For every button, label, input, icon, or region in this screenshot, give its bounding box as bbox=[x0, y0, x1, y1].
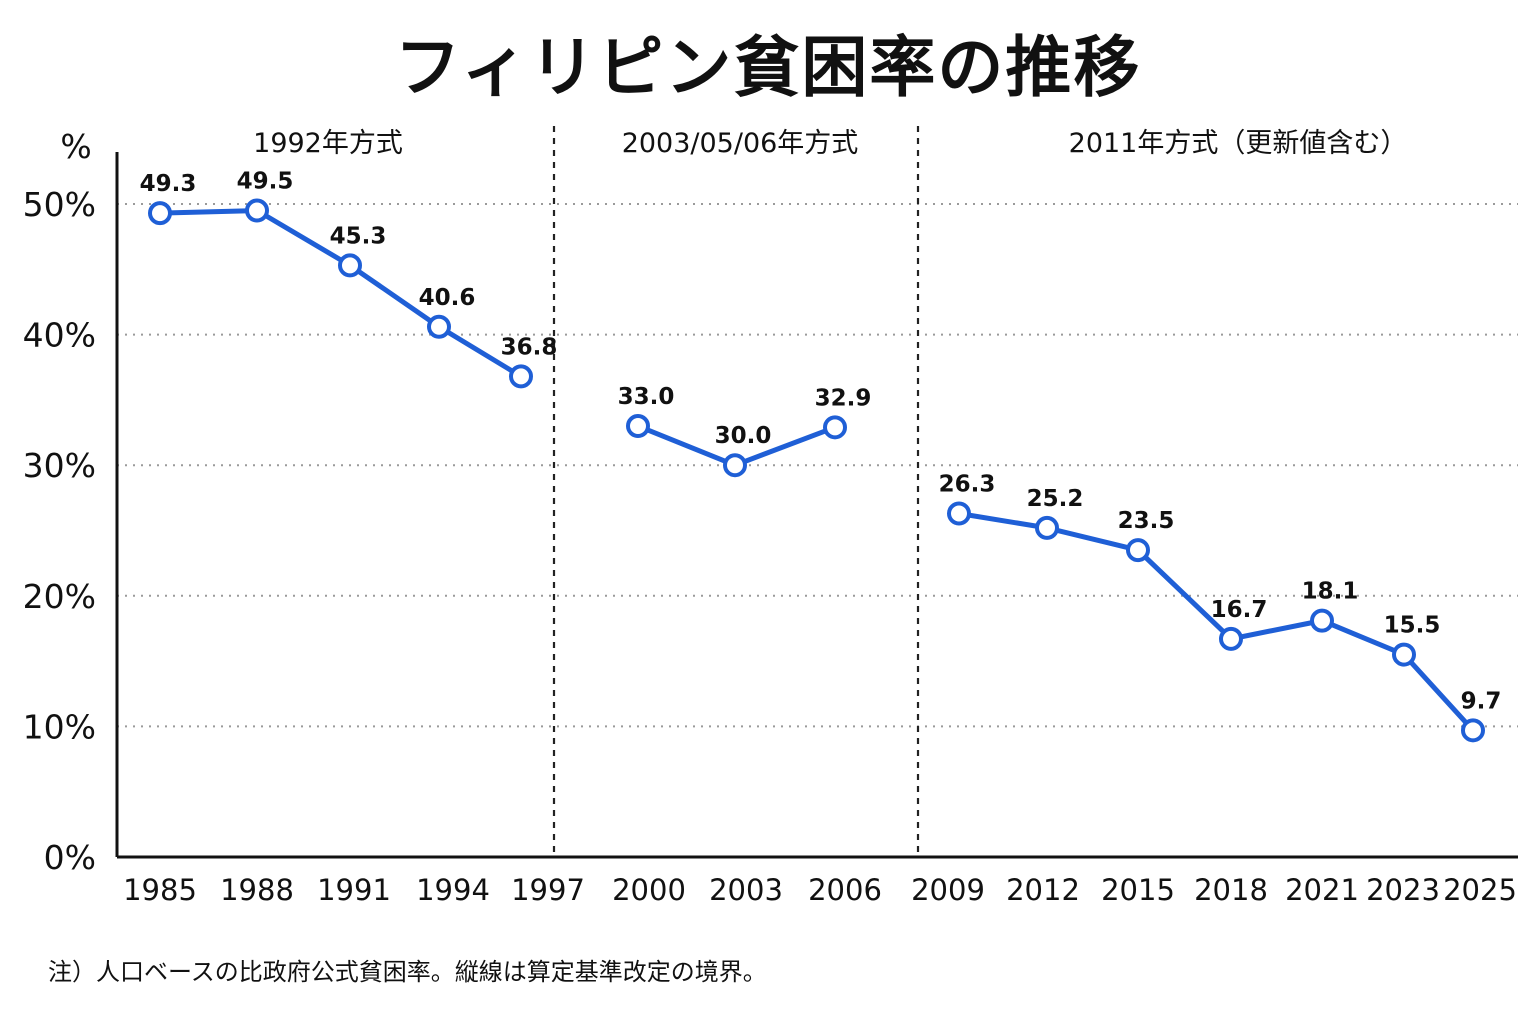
y-tick-label: 40% bbox=[23, 316, 96, 355]
y-tick-label: 20% bbox=[23, 577, 96, 616]
chart-title: フィリピン貧困率の推移 bbox=[394, 29, 1142, 106]
data-point bbox=[148, 201, 172, 226]
x-tick-label: 1991 bbox=[317, 873, 391, 907]
data-point bbox=[626, 414, 650, 439]
data-label: 23.5 bbox=[1118, 508, 1175, 534]
data-point bbox=[427, 314, 451, 339]
y-tick-label: 50% bbox=[23, 185, 96, 224]
data-point bbox=[823, 415, 847, 440]
x-tick-label: 2018 bbox=[1194, 873, 1268, 907]
x-tick-label: 2003 bbox=[709, 873, 783, 907]
segment-label: 2003/05/06年方式 bbox=[622, 128, 859, 159]
data-point bbox=[1126, 538, 1150, 563]
footnote: 注）人口ベースの比政府公式貧困率。縦線は算定基準改定の境界。 bbox=[48, 958, 767, 986]
data-point bbox=[947, 501, 971, 526]
data-point bbox=[1310, 608, 1334, 633]
segment-label: 1992年方式 bbox=[253, 128, 403, 159]
y-tick-label: 0% bbox=[44, 838, 96, 877]
data-point bbox=[509, 364, 533, 389]
data-point bbox=[1461, 718, 1485, 743]
data-point bbox=[723, 453, 747, 478]
data-label: 16.7 bbox=[1211, 597, 1268, 623]
x-tick-label: 2009 bbox=[911, 873, 985, 907]
y-tick-label: 30% bbox=[23, 446, 96, 485]
data-point bbox=[1219, 626, 1243, 651]
data-point bbox=[1392, 642, 1416, 667]
y-tick-label: 10% bbox=[23, 707, 96, 746]
x-tick-label: 2023 bbox=[1366, 873, 1440, 907]
data-point bbox=[245, 198, 269, 223]
data-label: 18.1 bbox=[1302, 579, 1359, 605]
data-label: 9.7 bbox=[1461, 688, 1502, 714]
x-tick-label: 2006 bbox=[808, 873, 882, 907]
x-tick-label: 2000 bbox=[612, 873, 686, 907]
segment-label: 2011年方式（更新値含む） bbox=[1069, 128, 1408, 159]
x-tick-label: 2015 bbox=[1101, 873, 1175, 907]
data-label: 36.8 bbox=[501, 334, 558, 360]
x-tick-label: 1994 bbox=[416, 873, 490, 907]
x-tick-label: 1985 bbox=[123, 873, 197, 907]
y-axis-label: % bbox=[60, 127, 91, 166]
data-label: 32.9 bbox=[815, 385, 872, 411]
data-label: 26.3 bbox=[939, 472, 996, 498]
x-tick-label: 1997 bbox=[511, 873, 585, 907]
data-point bbox=[1035, 515, 1059, 540]
data-label: 45.3 bbox=[330, 223, 387, 249]
x-tick-label: 2025 bbox=[1443, 873, 1517, 907]
data-label: 33.0 bbox=[618, 384, 675, 410]
data-label: 49.5 bbox=[237, 169, 294, 195]
data-label: 40.6 bbox=[419, 285, 476, 311]
data-label: 15.5 bbox=[1384, 613, 1441, 639]
data-label: 30.0 bbox=[715, 423, 772, 449]
x-tick-label: 1988 bbox=[220, 873, 294, 907]
x-tick-label: 2012 bbox=[1006, 873, 1080, 907]
data-label: 25.2 bbox=[1027, 486, 1084, 512]
data-label: 49.3 bbox=[140, 171, 197, 197]
data-point bbox=[338, 253, 362, 278]
x-tick-label: 2021 bbox=[1285, 873, 1359, 907]
